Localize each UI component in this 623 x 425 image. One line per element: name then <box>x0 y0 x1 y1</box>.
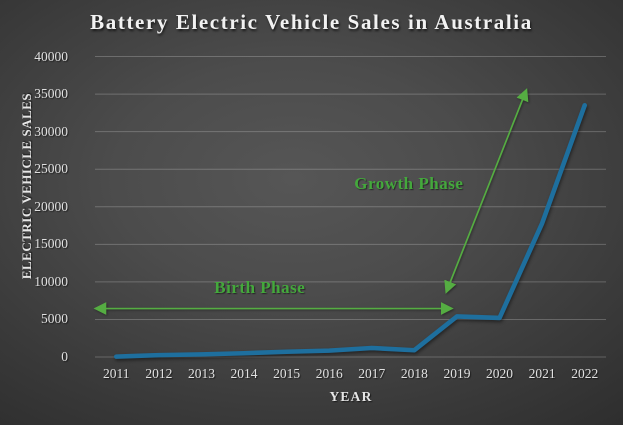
y-tick-label: 40000 <box>34 48 68 64</box>
y-tick-label: 5000 <box>41 311 68 327</box>
growth-phase-label: Growth Phase <box>354 174 464 194</box>
x-tick-label: 2021 <box>528 366 556 381</box>
x-tick-label: 2013 <box>187 366 215 381</box>
x-tick-label: 2020 <box>486 366 514 381</box>
gridlines <box>95 56 606 358</box>
sales-line-series <box>113 103 588 359</box>
y-tick-label: 30000 <box>34 123 68 139</box>
birth-phase-label: Birth Phase <box>214 277 306 297</box>
x-tick-label: 2019 <box>443 366 471 381</box>
y-tick-label: 25000 <box>34 161 68 177</box>
y-tick-label: 0 <box>61 349 68 364</box>
y-tick-label: 10000 <box>34 273 68 289</box>
x-tick-label: 2016 <box>315 366 343 381</box>
y-tick-label: 15000 <box>34 236 68 252</box>
sales-line <box>113 103 588 359</box>
annotation-arrows <box>93 88 529 315</box>
growth-phase-arrow <box>444 88 529 294</box>
chart-title: Battery Electric Vehicle Sales in Austra… <box>90 10 533 34</box>
x-tick-label: 2018 <box>400 366 428 381</box>
y-tick-label: 20000 <box>34 198 68 214</box>
x-tick-label: 2011 <box>103 366 130 381</box>
x-tick-label: 2022 <box>571 366 599 381</box>
x-tick-label: 2015 <box>273 366 301 381</box>
x-axis-title: YEAR <box>329 389 373 404</box>
x-tick-label: 2012 <box>145 366 173 381</box>
y-tick-label: 35000 <box>34 86 68 102</box>
x-tick-label: 2017 <box>358 366 386 381</box>
x-tick-label: 2014 <box>230 366 258 381</box>
